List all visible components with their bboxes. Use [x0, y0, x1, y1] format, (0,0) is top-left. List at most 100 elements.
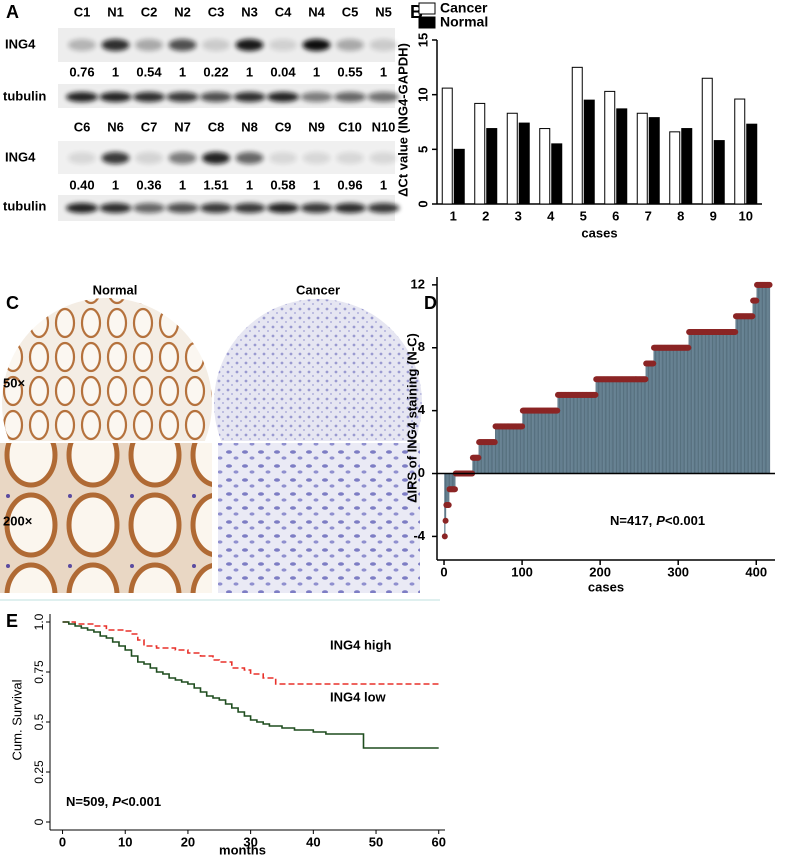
y-axis-label: ΔCt value (ING4-GAPDH)	[395, 43, 410, 197]
x-tick-label: 1	[450, 208, 457, 223]
row-label: ING4	[5, 149, 36, 164]
blot-band	[166, 203, 199, 213]
marker	[519, 423, 526, 430]
y-tick-label: 10	[415, 87, 430, 101]
line-label: ING4 low	[330, 689, 387, 704]
marker	[445, 501, 452, 508]
bar	[746, 123, 758, 205]
blot-band	[68, 39, 96, 51]
bar	[539, 128, 551, 205]
blot-band	[101, 39, 130, 51]
x-tick-label: 400	[745, 564, 767, 579]
marker	[685, 344, 692, 351]
bar	[669, 131, 681, 205]
blot-band	[334, 203, 366, 213]
ihc-normal-200	[0, 443, 212, 593]
ratio-label: 0.58	[270, 177, 295, 192]
blot-band	[235, 152, 264, 164]
panel-label: D	[424, 293, 437, 313]
column-label: Cancer	[296, 282, 340, 297]
x-axis-label: cases	[581, 225, 617, 240]
x-tick-label: 60	[431, 834, 445, 849]
blot-band	[202, 39, 230, 51]
blot-band	[66, 203, 98, 213]
annotation: N=417, P<0.001	[610, 513, 705, 528]
ratio-label: 1	[179, 177, 186, 192]
lane-label: C7	[141, 119, 158, 134]
x-tick-label: 200	[589, 564, 611, 579]
blot-band	[300, 203, 333, 213]
lane-label: N9	[308, 119, 325, 134]
bar	[648, 117, 660, 205]
marker	[749, 313, 756, 320]
annotation-part: <0.001	[121, 794, 161, 809]
bar	[681, 128, 693, 205]
bar	[506, 112, 518, 205]
row-label: 200×	[3, 513, 33, 528]
lane-label: N10	[372, 119, 396, 134]
marker	[451, 486, 458, 493]
blot-band	[269, 39, 297, 51]
blot-band	[200, 203, 232, 213]
blot-band	[367, 92, 400, 102]
blot-band	[267, 203, 299, 213]
annotation-part: P	[112, 794, 121, 809]
ratio-label: 0.22	[203, 64, 228, 79]
bar	[551, 143, 563, 205]
blot-band	[269, 152, 297, 164]
marker	[732, 329, 739, 336]
ratio-label: 1	[246, 64, 253, 79]
x-tick-label: 0	[59, 834, 66, 849]
ratio-label: 1	[380, 64, 387, 79]
lane-label: N8	[241, 119, 258, 134]
x-tick-label: 9	[710, 208, 717, 223]
y-tick-label: 15	[415, 33, 430, 47]
panel-label: A	[6, 2, 19, 22]
x-tick-label: 0	[440, 564, 447, 579]
y-tick-label: 12	[411, 276, 425, 291]
bar	[713, 140, 725, 205]
ratio-label: 1	[313, 64, 320, 79]
blot-band	[300, 92, 333, 102]
blot-band	[233, 203, 266, 213]
ratio-label: 0.36	[136, 177, 161, 192]
marker	[491, 439, 498, 446]
lane-label: C2	[141, 4, 158, 19]
y-tick-label: 0.25	[32, 760, 46, 784]
bar	[583, 99, 595, 205]
y-tick-label: 1.0	[32, 613, 46, 630]
marker	[592, 391, 599, 398]
column-label: Normal	[93, 282, 138, 297]
bar	[518, 122, 530, 205]
x-tick-label: 100	[511, 564, 533, 579]
bar	[486, 128, 498, 205]
ratio-label: 1	[380, 177, 387, 192]
blot-band	[166, 92, 199, 102]
bar	[453, 148, 465, 205]
bar	[636, 112, 648, 205]
x-axis-label: cases	[588, 579, 624, 594]
lane-label: C3	[208, 4, 225, 19]
row-label: ING4	[5, 36, 36, 51]
lane-label: C4	[275, 4, 292, 19]
lane-label: N5	[375, 4, 392, 19]
x-tick-label: 10	[118, 834, 132, 849]
marker	[554, 407, 561, 414]
blot-band	[302, 39, 331, 51]
annotation-part: P	[656, 513, 665, 528]
lane-label: C6	[74, 119, 91, 134]
blot-band	[133, 92, 165, 102]
blot-band	[202, 152, 230, 164]
blot-band	[99, 203, 132, 213]
x-tick-label: 20	[181, 834, 195, 849]
blot-band	[367, 203, 400, 213]
blot-band	[235, 39, 264, 51]
lane-label: C5	[342, 4, 359, 19]
ihc-cancer-200	[218, 443, 420, 593]
blot-band	[168, 152, 197, 164]
marker	[442, 517, 449, 524]
lane-label: N4	[308, 4, 325, 19]
ratio-label: 0.40	[69, 177, 94, 192]
ratio-label: 0.55	[337, 64, 362, 79]
